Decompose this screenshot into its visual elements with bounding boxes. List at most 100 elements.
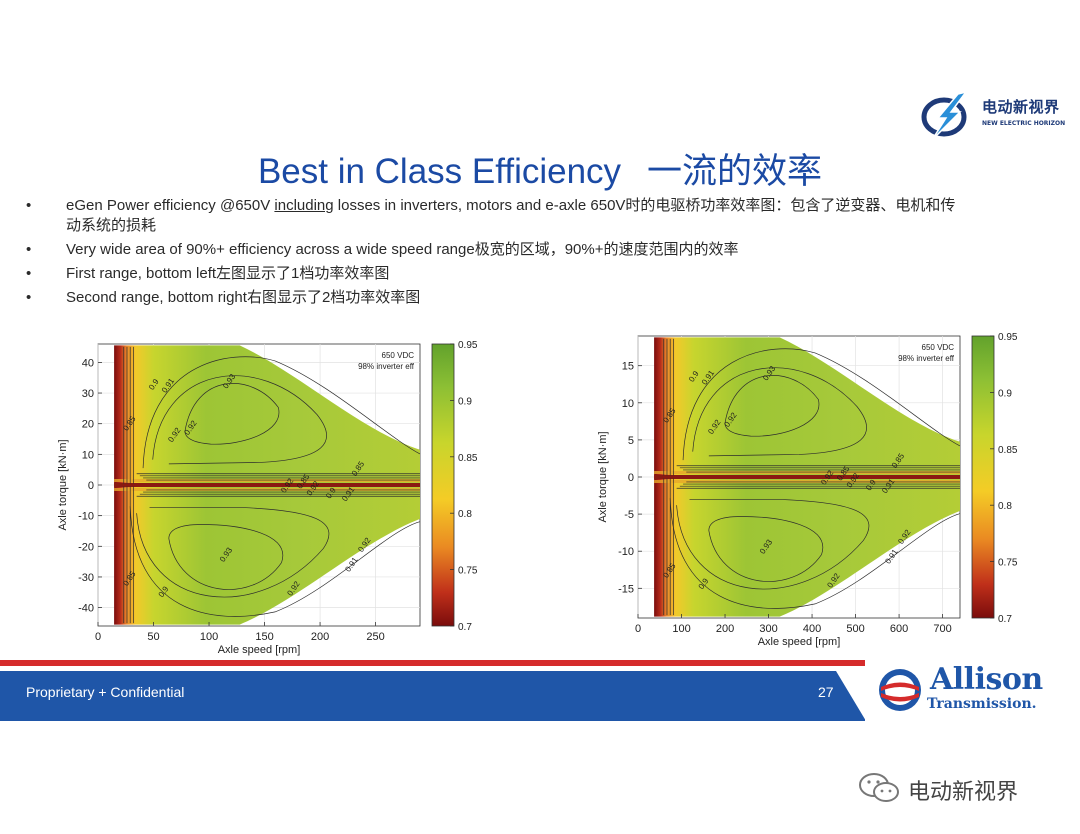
y-axis-label: Axle torque [kN·m] bbox=[57, 439, 69, 530]
bullet-item: • Second range, bottom right右图显示了2档功率效率图 bbox=[26, 288, 1066, 308]
colorbar-tick-label: 0.75 bbox=[998, 558, 1018, 569]
inverter-annotation: 98% inverter eff bbox=[898, 354, 955, 363]
y-tick-label: 0 bbox=[88, 480, 94, 492]
title-cn: 一流的效率 bbox=[647, 152, 823, 192]
allison-logo: Allison Transmission. bbox=[876, 660, 1066, 720]
efficiency-region-regen bbox=[654, 477, 960, 617]
bullet-text: First range, bottom left左图显示了1档功率效率图 bbox=[66, 265, 390, 282]
x-tick-label: 100 bbox=[672, 623, 690, 635]
contour-line bbox=[724, 375, 820, 437]
colorbar-tick-label: 0.8 bbox=[998, 501, 1012, 512]
bullet-item: • Very wide area of 90%+ efficiency acro… bbox=[26, 240, 1066, 260]
brand-name: Allison bbox=[930, 662, 1043, 697]
footer-red-stripe bbox=[0, 660, 865, 666]
bullet-text: Very wide area of 90%+ efficiency across… bbox=[66, 241, 739, 258]
contour-line bbox=[682, 348, 961, 461]
bullet-text: Second range, bottom right右图显示了2档功率效率图 bbox=[66, 289, 421, 306]
bullet-list: • eGen Power efficiency @650V including … bbox=[26, 196, 1066, 312]
zero-torque-band-lower bbox=[654, 480, 960, 483]
colorbar-tick-label: 0.85 bbox=[458, 453, 478, 464]
zero-torque-band bbox=[114, 483, 420, 487]
y-tick-label: -5 bbox=[624, 509, 634, 521]
x-tick-label: 700 bbox=[933, 623, 951, 635]
bullet-underlined-text: including bbox=[274, 197, 334, 214]
y-tick-label: 10 bbox=[82, 449, 94, 461]
y-tick-label: -10 bbox=[78, 511, 94, 523]
y-tick-label: 10 bbox=[622, 398, 634, 410]
efficiency-map-second-range: 0.930.930.910.910.90.90.920.920.920.920.… bbox=[597, 332, 1018, 648]
x-tick-label: 400 bbox=[803, 623, 821, 635]
colorbar bbox=[431, 343, 455, 627]
contour-line bbox=[136, 507, 330, 598]
y-tick-label: 40 bbox=[82, 357, 94, 369]
y-tick-label: -15 bbox=[618, 583, 634, 595]
y-tick-label: 30 bbox=[82, 388, 94, 400]
page-number: 27 bbox=[818, 684, 834, 700]
zero-torque-band-lower bbox=[114, 488, 420, 491]
x-tick-label: 50 bbox=[147, 631, 159, 643]
contour-line bbox=[184, 383, 280, 445]
brand-sub: Transmission. bbox=[927, 696, 1037, 712]
wechat-icon bbox=[859, 773, 899, 802]
contour-line bbox=[129, 506, 421, 617]
bullet-dot: • bbox=[26, 197, 32, 214]
logo-cn-text: 电动新视界 bbox=[982, 98, 1060, 116]
footer-confidential-text: Proprietary + Confidential bbox=[26, 684, 185, 700]
voltage-annotation: 650 VDC bbox=[382, 351, 415, 360]
colorbar bbox=[971, 335, 995, 619]
colorbar-tick-label: 0.95 bbox=[458, 340, 478, 351]
logo-en-text: NEW ELECTRIC HORIZON bbox=[982, 120, 1066, 127]
voltage-annotation: 650 VDC bbox=[922, 343, 955, 352]
x-tick-label: 100 bbox=[200, 631, 218, 643]
contour-line bbox=[669, 498, 961, 609]
x-tick-label: 0 bbox=[635, 623, 641, 635]
colorbar-tick-label: 0.8 bbox=[458, 509, 472, 520]
bullet-dot: • bbox=[26, 241, 32, 258]
contour-line bbox=[692, 367, 867, 457]
bullet-item: • eGen Power efficiency @650V including … bbox=[26, 196, 1066, 236]
watermark-text: 电动新视界 bbox=[908, 780, 1019, 805]
footer-white-stripe bbox=[0, 666, 865, 671]
lightning-globe-icon bbox=[921, 90, 968, 141]
x-tick-label: 500 bbox=[846, 623, 864, 635]
x-tick-label: 250 bbox=[366, 631, 384, 643]
efficiency-map-first-range: 0.930.930.910.910.90.90.920.920.920.920.… bbox=[57, 340, 478, 656]
inverter-annotation: 98% inverter eff bbox=[358, 362, 415, 371]
bullet-text: losses in inverters, motors and e-axle 6… bbox=[333, 197, 956, 214]
y-tick-label: -40 bbox=[78, 603, 94, 615]
zero-torque-band-upper bbox=[114, 479, 420, 482]
y-tick-label: 15 bbox=[622, 361, 634, 373]
x-axis-label: Axle speed [rpm] bbox=[218, 644, 301, 656]
bullet-item: • First range, bottom left左图显示了1档功率效率图 bbox=[26, 264, 1066, 284]
colorbar-tick-label: 0.7 bbox=[998, 614, 1012, 625]
y-tick-label: 5 bbox=[628, 435, 634, 447]
footer-band bbox=[0, 671, 866, 721]
bullet-text: eGen Power efficiency @650V bbox=[66, 197, 275, 214]
efficiency-region-motoring bbox=[114, 345, 420, 485]
x-axis-label: Axle speed [rpm] bbox=[758, 636, 841, 648]
colorbar-tick-label: 0.85 bbox=[998, 445, 1018, 456]
x-tick-label: 150 bbox=[255, 631, 273, 643]
colorbar-tick-label: 0.75 bbox=[458, 566, 478, 577]
top-logo: 电动新视界 NEW ELECTRIC HORIZON bbox=[918, 90, 1078, 142]
contour-line bbox=[152, 375, 327, 465]
x-tick-label: 200 bbox=[716, 623, 734, 635]
y-tick-label: 0 bbox=[628, 472, 634, 484]
zero-torque-band bbox=[654, 475, 960, 479]
colorbar-tick-label: 0.7 bbox=[458, 622, 472, 633]
colorbar-tick-label: 0.95 bbox=[998, 332, 1018, 343]
title-en: Best in Class Efficiency bbox=[257, 152, 622, 191]
bullet-dot: • bbox=[26, 265, 32, 282]
y-tick-label: -10 bbox=[618, 546, 634, 558]
contour-line bbox=[142, 356, 421, 469]
y-tick-label: -20 bbox=[78, 541, 94, 553]
bullet-dot: • bbox=[26, 289, 32, 306]
colorbar-tick-label: 0.9 bbox=[998, 388, 1012, 399]
zero-torque-band-upper bbox=[654, 471, 960, 474]
contour-line bbox=[676, 499, 870, 590]
slide-title: Best in Class Efficiency 一流的效率 bbox=[0, 143, 1080, 194]
y-axis-label: Axle torque [kN·m] bbox=[597, 431, 609, 522]
x-tick-label: 300 bbox=[759, 623, 777, 635]
x-tick-label: 0 bbox=[95, 631, 101, 643]
